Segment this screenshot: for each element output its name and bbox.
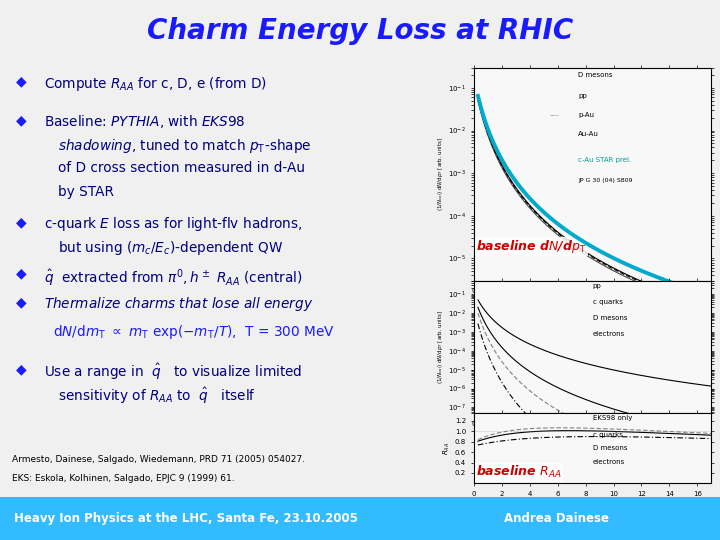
Text: of D cross section measured in d-Au: of D cross section measured in d-Au: [58, 161, 305, 175]
Text: pp: pp: [578, 93, 587, 99]
Text: D mesons: D mesons: [578, 72, 613, 78]
Text: EKS98 only: EKS98 only: [593, 415, 632, 421]
FancyBboxPatch shape: [0, 497, 720, 540]
Text: $\mathit{Thermalize\ charms\ that\ lose\ all\ energy}$: $\mathit{Thermalize\ charms\ that\ lose\…: [44, 295, 313, 313]
Text: ◆: ◆: [17, 362, 27, 376]
Text: Baseline: $\mathit{PYTHIA}$, with $\mathit{EKS98}$: Baseline: $\mathit{PYTHIA}$, with $\math…: [44, 113, 246, 130]
X-axis label: $p_c$ [GeV]: $p_c$ [GeV]: [577, 498, 608, 509]
Text: c-Au STAR prel.: c-Au STAR prel.: [578, 157, 631, 163]
Text: Andrea Dainese: Andrea Dainese: [504, 512, 609, 525]
Text: Charm Energy Loss at RHIC: Charm Energy Loss at RHIC: [147, 17, 573, 45]
Text: Armesto, Dainese, Salgado, Wiedemann, PRD 71 (2005) 054027.: Armesto, Dainese, Salgado, Wiedemann, PR…: [12, 455, 305, 464]
Text: d$N$/d$m_{\mathrm{T}}$ $\propto$ $m_{\mathrm{T}}$ exp($-m_{\mathrm{T}}/T$),  T =: d$N$/d$m_{\mathrm{T}}$ $\propto$ $m_{\ma…: [53, 323, 335, 341]
Text: electrons: electrons: [593, 459, 625, 465]
Text: ◆: ◆: [17, 75, 27, 89]
Text: electrons: electrons: [593, 331, 625, 337]
Text: pp: pp: [593, 284, 601, 289]
Text: ◆: ◆: [17, 215, 27, 229]
Text: by STAR: by STAR: [58, 185, 114, 199]
Text: EKS: Eskola, Kolhinen, Salgado, EPJC 9 (1999) 61.: EKS: Eskola, Kolhinen, Salgado, EPJC 9 (…: [12, 474, 235, 483]
Text: ◆: ◆: [17, 267, 27, 281]
Text: Compute $R_{AA}$ for c, D, e (from D): Compute $R_{AA}$ for c, D, e (from D): [44, 75, 267, 92]
Text: ◆: ◆: [17, 295, 27, 309]
Y-axis label: $R_{AA}$: $R_{AA}$: [442, 442, 452, 455]
Text: D mesons: D mesons: [593, 446, 627, 451]
Text: D mesons: D mesons: [593, 315, 627, 321]
Text: c quarks: c quarks: [593, 299, 622, 305]
Text: but using $(m_c/E_c)$-dependent QW: but using $(m_c/E_c)$-dependent QW: [58, 239, 283, 256]
Text: Use a range in  $\hat{q}$   to visualize limited: Use a range in $\hat{q}$ to visualize li…: [44, 362, 302, 382]
Text: $\mathit{shadowing}$, tuned to match $p_{\mathrm{T}}$-shape: $\mathit{shadowing}$, tuned to match $p_…: [58, 137, 312, 155]
Text: c-quark $E$ loss as for light-flv hadrons,: c-quark $E$ loss as for light-flv hadron…: [44, 215, 302, 233]
Text: $\hat{q}$  extracted from $\pi^0,h^\pm$ $R_{AA}$ (central): $\hat{q}$ extracted from $\pi^0,h^\pm$ $…: [44, 267, 302, 288]
Text: baseline $R_{AA}$: baseline $R_{AA}$: [476, 464, 562, 481]
Text: sensitivity of $R_{AA}$ to  $\hat{q}$   itself: sensitivity of $R_{AA}$ to $\hat{q}$ its…: [58, 386, 256, 406]
Text: Heavy Ion Physics at the LHC, Santa Fe, 23.10.2005: Heavy Ion Physics at the LHC, Santa Fe, …: [14, 512, 359, 525]
Text: baseline d$N$/d$p_{\mathrm{T}}$: baseline d$N$/d$p_{\mathrm{T}}$: [476, 238, 587, 255]
Text: ◆: ◆: [17, 113, 27, 127]
Text: c quarks: c quarks: [593, 432, 622, 438]
Y-axis label: $(1/N_{col})$ d$N$/d$p_T$ [arb. units]: $(1/N_{col})$ d$N$/d$p_T$ [arb. units]: [436, 310, 446, 384]
Text: p-Au: p-Au: [578, 112, 594, 118]
Text: JP G 30 (04) S809: JP G 30 (04) S809: [578, 178, 633, 184]
Text: ----: ----: [550, 112, 559, 118]
Text: Au-Au: Au-Au: [578, 131, 599, 138]
Y-axis label: $(1/N_{col})$ d$N$/d$p_T$ [arb. units]: $(1/N_{col})$ d$N$/d$p_T$ [arb. units]: [436, 137, 446, 211]
